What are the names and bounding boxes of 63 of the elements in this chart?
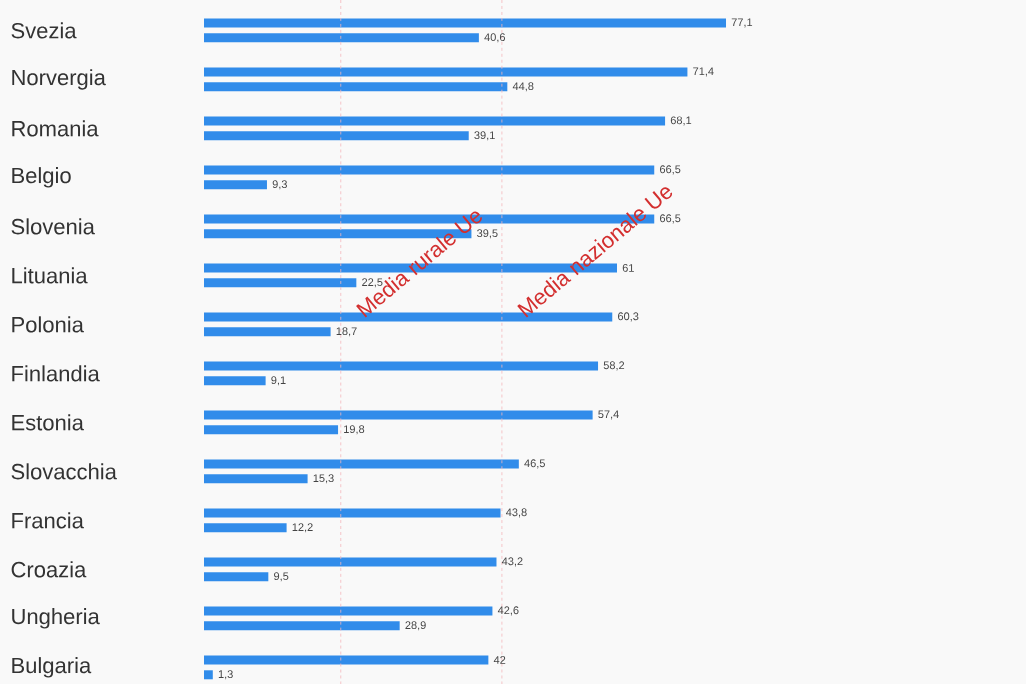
bar <box>204 621 400 631</box>
bar <box>204 278 357 288</box>
bar <box>204 572 269 582</box>
bar <box>204 523 287 533</box>
bar <box>204 327 331 337</box>
bar <box>204 82 508 92</box>
bar <box>204 474 308 484</box>
data-label: 42 <box>493 656 506 664</box>
bar <box>204 557 497 567</box>
y-tick-label: Romania <box>12 120 99 137</box>
bar <box>204 410 593 420</box>
bar <box>204 459 519 469</box>
bar <box>204 180 267 190</box>
data-label: 18,7 <box>336 327 357 337</box>
y-tick-label: Bulgaria <box>12 657 92 678</box>
data-label: 9,3 <box>272 180 287 190</box>
data-label: 39,1 <box>474 131 495 141</box>
data-label: 43,2 <box>501 557 523 567</box>
y-tick-label: Slovenia <box>11 218 95 235</box>
y-tick-label: Estonia <box>12 414 84 431</box>
data-label: 71,4 <box>693 67 714 77</box>
data-label: 58,2 <box>603 361 625 371</box>
data-label: 9,5 <box>274 572 289 582</box>
data-label: 44,8 <box>512 82 534 92</box>
data-label: 43,8 <box>506 508 527 518</box>
bar <box>204 670 213 680</box>
y-tick-label: Ungheria <box>12 608 100 629</box>
bar <box>204 361 599 371</box>
bar <box>204 18 727 28</box>
data-label: 46,5 <box>524 459 545 469</box>
y-tick-label: Croazia <box>11 561 87 578</box>
y-tick-label: Svezia <box>11 22 77 39</box>
y-tick-label: Norvergia <box>12 69 106 90</box>
data-label: 68,1 <box>670 116 692 126</box>
bar <box>204 425 339 435</box>
bar <box>204 606 493 616</box>
y-tick-label: Belgio <box>12 167 71 188</box>
y-tick-label: Lituania <box>12 267 88 284</box>
bar <box>204 33 479 43</box>
y-tick-label: Finlandia <box>12 365 100 382</box>
data-label: 57,4 <box>598 410 619 420</box>
y-tick-label: Slovacchia <box>11 463 117 480</box>
y-tick-label: Francia <box>12 512 84 529</box>
bar <box>204 655 489 665</box>
data-label: 9,1 <box>271 376 286 386</box>
bar <box>204 131 469 141</box>
bar <box>204 67 688 77</box>
data-label: 66,5 <box>660 214 681 224</box>
data-label: 60,3 <box>618 312 639 322</box>
data-label: 28,9 <box>405 621 426 631</box>
data-label: 19,8 <box>344 425 365 435</box>
data-label: 77,1 <box>731 18 753 28</box>
data-label: 40,6 <box>484 33 506 43</box>
bar <box>204 116 666 126</box>
bar <box>204 376 266 386</box>
data-label: 42,6 <box>497 606 519 616</box>
data-label: 12,2 <box>292 523 313 533</box>
bar <box>204 508 501 518</box>
data-label: 1,3 <box>218 670 233 680</box>
data-label: 15,3 <box>313 474 334 484</box>
bar <box>204 165 655 175</box>
y-tick-label: Polonia <box>12 316 84 333</box>
data-label: 66,5 <box>660 165 681 175</box>
